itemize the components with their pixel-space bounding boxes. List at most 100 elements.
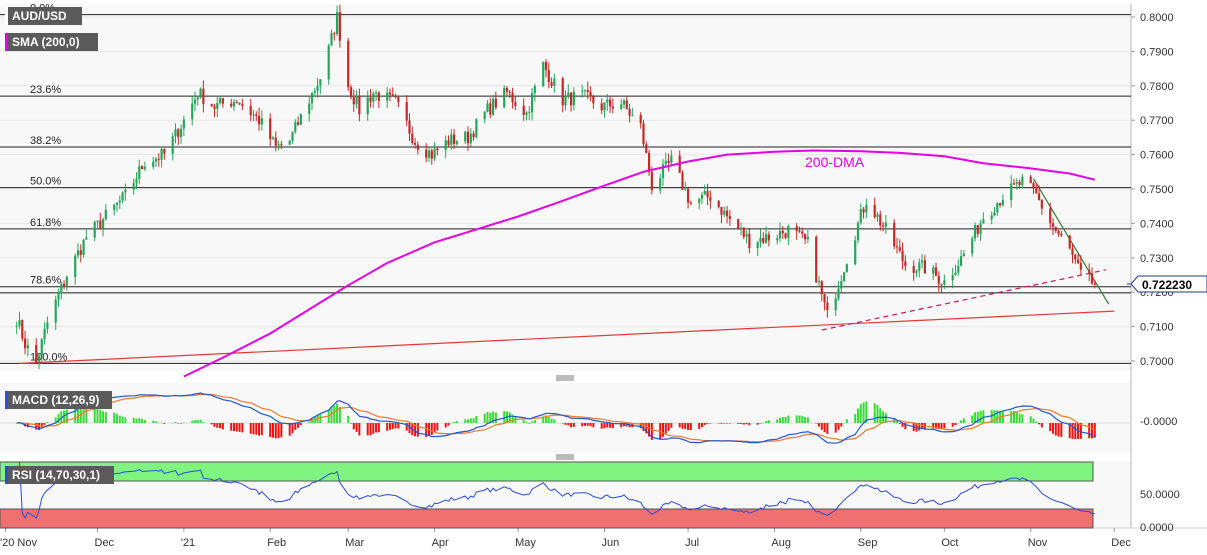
candle-body <box>425 149 428 158</box>
candle-body <box>670 155 673 163</box>
macd-bar <box>533 420 536 423</box>
candle-body <box>271 137 275 140</box>
macd-bar <box>336 403 339 423</box>
macd-bar <box>581 423 584 427</box>
candle-body <box>703 190 706 195</box>
sma-legend[interactable]: SMA (200,0) <box>5 33 98 51</box>
y-tick-label: 0.7600 <box>1140 150 1174 162</box>
candle-body <box>450 134 453 145</box>
macd-label: MACD (12,26,9) <box>12 393 99 407</box>
candle-body <box>1049 208 1052 224</box>
macd-bar <box>762 422 765 424</box>
candle-body <box>288 140 291 145</box>
candle-body <box>444 140 447 151</box>
macd-legend[interactable]: MACD (12,26,9) <box>5 391 112 409</box>
candle-body <box>854 240 857 265</box>
macd-bar <box>1040 423 1043 428</box>
macd-bar <box>455 421 458 423</box>
candle-body <box>115 202 119 205</box>
macd-bar <box>1060 423 1063 437</box>
time-axis-labels: '20 Nov Dec '21 Feb Mar Apr May Jun Jul Aug Sep Oct… <box>0 528 1131 549</box>
candle-body <box>823 294 826 303</box>
macd-bar <box>182 422 185 424</box>
macd-bar <box>550 418 553 423</box>
candle-body <box>257 115 261 125</box>
macd-bar <box>545 415 547 423</box>
macd-bar <box>308 421 311 423</box>
candle-body <box>1060 233 1063 236</box>
macd-bar <box>514 417 517 423</box>
current-price-label: 0.722230 <box>1142 278 1192 292</box>
candle-body <box>759 237 762 243</box>
candle-body <box>124 189 127 193</box>
candle-body <box>647 152 651 173</box>
panel-splitter-macd[interactable] <box>556 375 574 381</box>
candle-body <box>600 103 603 111</box>
candle-body <box>962 253 965 257</box>
candle-body <box>411 133 414 144</box>
macd-bar <box>971 415 974 423</box>
candle-body <box>132 183 135 190</box>
candle-body <box>62 283 66 286</box>
candle-body <box>335 12 339 35</box>
macd-bar <box>57 414 60 423</box>
candle-body <box>689 202 692 204</box>
macd-panel <box>0 383 1131 453</box>
candle-body <box>1076 259 1080 264</box>
macd-bar <box>252 423 255 435</box>
fib-label: 38.2% <box>30 135 61 147</box>
macd-bar <box>611 423 614 428</box>
x-tick-label: Jun <box>602 537 620 549</box>
candle-body <box>355 96 358 105</box>
candle-body <box>1054 226 1057 231</box>
macd-bar <box>600 423 603 429</box>
candle-body <box>893 222 896 247</box>
candle-body <box>74 255 77 277</box>
fib-label: 23.6% <box>30 84 61 96</box>
candle-body <box>291 132 294 141</box>
symbol-legend[interactable]: AUD/USD <box>5 7 82 25</box>
macd-bar <box>416 423 419 437</box>
macd-bar <box>297 423 300 428</box>
candle-body <box>737 219 740 229</box>
candle-body <box>973 225 977 239</box>
candle-body <box>840 281 843 289</box>
macd-bar <box>703 423 706 425</box>
candle-body <box>46 322 49 330</box>
candle-body <box>372 93 375 102</box>
candle-body <box>801 231 804 234</box>
macd-bar <box>1093 423 1096 438</box>
macd-bar <box>355 423 358 432</box>
macd-bar <box>483 413 486 423</box>
candle-body <box>700 194 704 199</box>
x-tick-label: Oct <box>941 537 958 549</box>
macd-bar <box>486 411 489 423</box>
candle-body <box>879 214 882 226</box>
macd-bar <box>408 423 411 434</box>
macd-bar <box>745 423 748 425</box>
candle-body <box>979 223 982 234</box>
macd-bar <box>171 422 174 424</box>
rsi-legend[interactable]: RSI (14,70,30,1) <box>5 466 114 484</box>
candle-body <box>664 160 667 165</box>
candle-body <box>193 99 197 104</box>
candle-body <box>776 238 779 241</box>
macd-bar <box>940 423 943 430</box>
panel-splitter-rsi[interactable] <box>556 454 574 460</box>
rsi-axis-label-50: 50.0000 <box>1140 489 1180 501</box>
macd-bar <box>191 421 194 423</box>
macd-bar <box>219 423 222 429</box>
candle-body <box>299 114 302 125</box>
macd-bar <box>121 416 124 423</box>
candle-body <box>397 97 400 103</box>
macd-bar <box>845 419 848 423</box>
candle-body <box>1015 181 1018 184</box>
macd-bar <box>366 423 369 436</box>
macd-bar <box>859 404 862 423</box>
candle-body <box>277 144 280 146</box>
macd-axis-label: -0.0000 <box>1140 416 1177 428</box>
candle-body <box>553 78 556 86</box>
candle-body <box>274 137 277 146</box>
candle-body <box>932 267 935 274</box>
